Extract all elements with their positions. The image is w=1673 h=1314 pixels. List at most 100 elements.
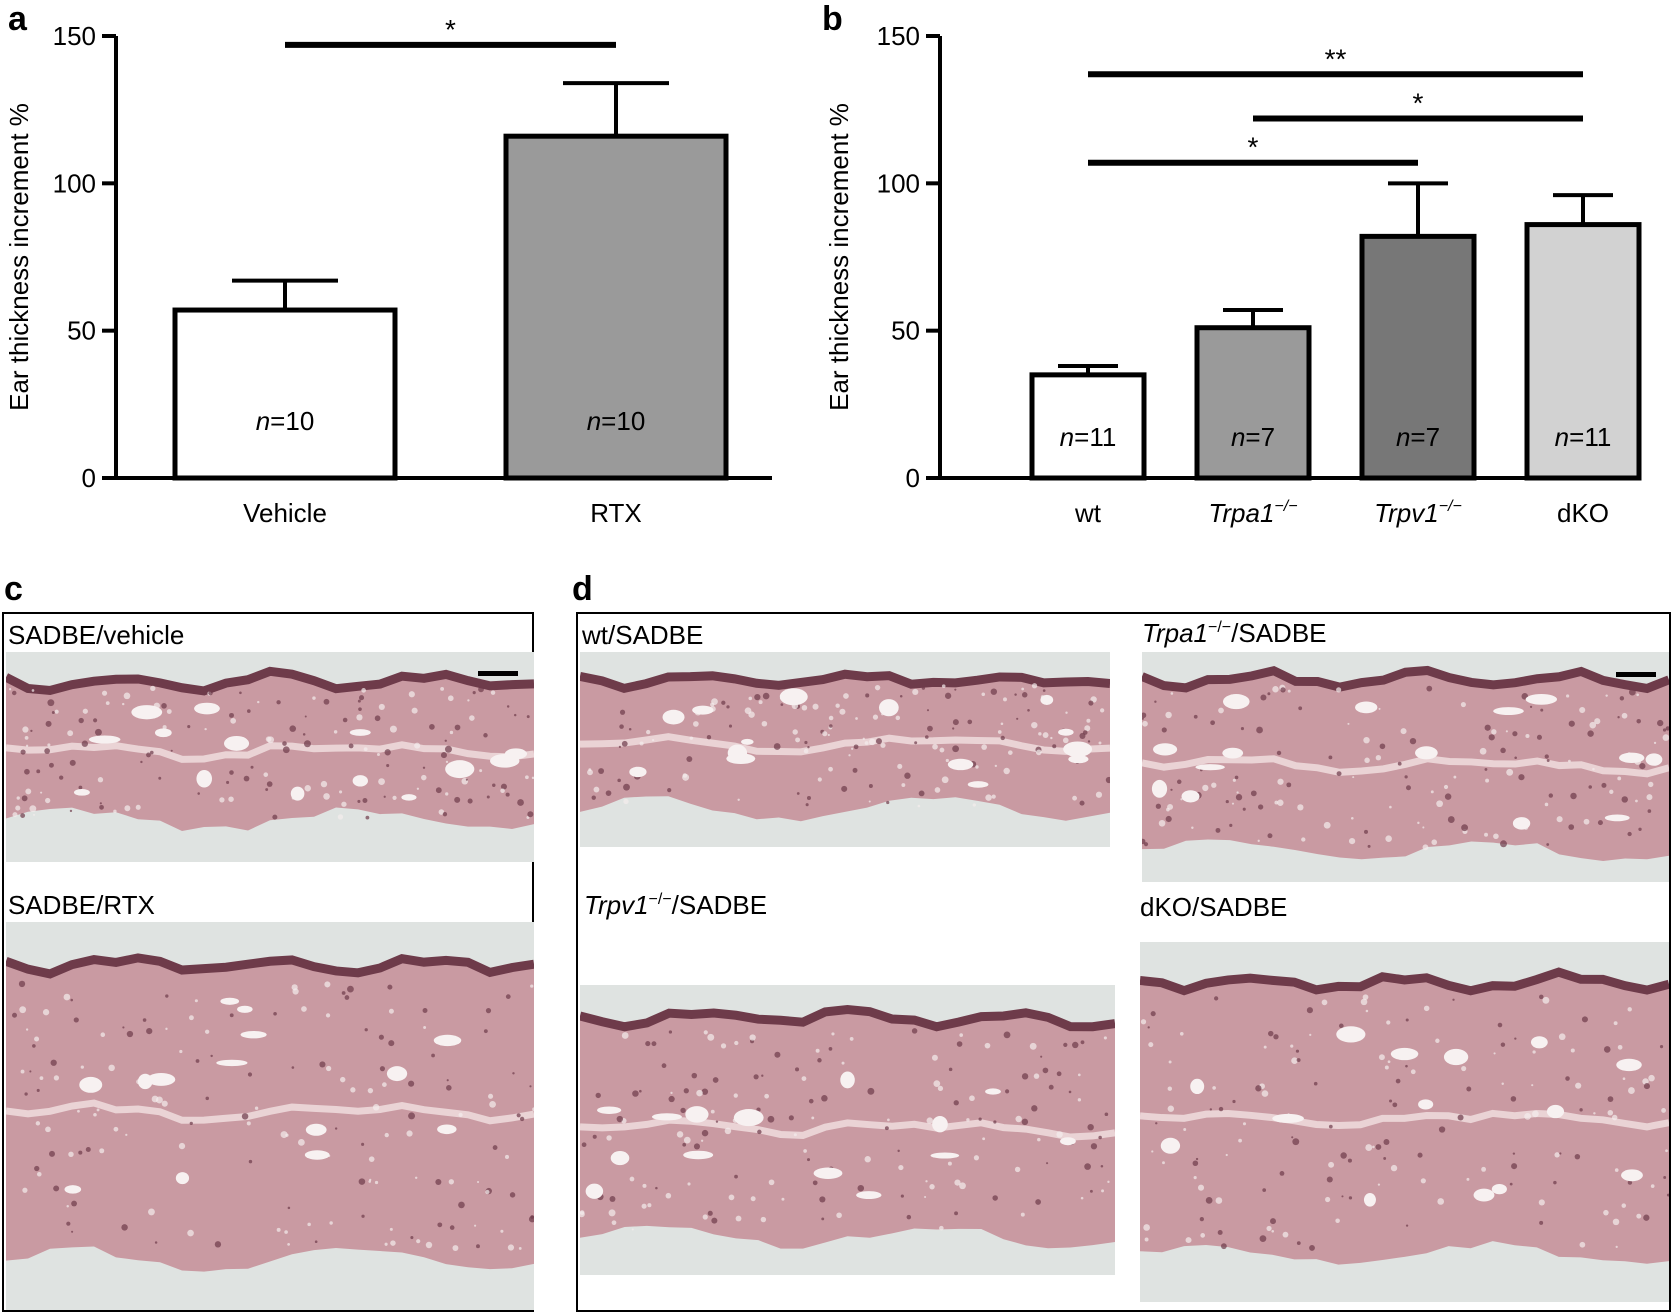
tissue-speckle [364,1028,368,1032]
epidermis-layer [580,1005,1115,1032]
tissue-speckle [342,717,348,723]
tissue-speckle [257,700,260,704]
significance-label: * [445,14,456,45]
tissue-speckle [1193,1176,1197,1180]
tissue-speckle [1296,1058,1301,1063]
tissue-vacuole [237,1005,253,1013]
tissue-speckle [374,715,381,722]
tissue-speckle [1296,1241,1301,1246]
tissue-speckle [358,707,362,711]
tissue-speckle [36,1171,42,1177]
tissue-speckle [1400,728,1407,735]
tissue-speckle [805,803,809,807]
tissue-speckle [66,1221,71,1226]
tissue-speckle [768,1179,775,1186]
tissue-speckle [20,813,26,818]
tissue-speckle [591,795,596,800]
tissue-speckle [887,1118,890,1122]
tissue-speckle [347,985,354,993]
tissue-speckle [966,1118,970,1122]
tissue-speckle [1143,842,1149,847]
tissue-speckle [1365,1009,1369,1013]
tissue-speckle [1461,824,1468,832]
tissue-speckle [642,1183,647,1188]
tissue-speckle [819,1196,826,1203]
tissue-speckle [815,1048,820,1053]
tissue-speckle [1323,821,1331,829]
tissue-speckle [621,1032,629,1039]
tissue-speckle [356,714,363,721]
epidermis-layer [580,669,1110,694]
tissue-speckle [1021,1118,1029,1126]
tissue-vacuole [741,738,754,745]
tissue-vacuole [1153,743,1178,756]
tissue-speckle [25,744,29,748]
tissue-speckle [676,1131,684,1138]
tissue-speckle [25,788,32,795]
tissue-speckle [611,1220,617,1226]
tissue-speckle [683,1136,691,1144]
tissue-speckle [478,686,484,693]
tissue-speckle [22,1187,28,1193]
tissue-speckle [99,1148,105,1154]
tissue-speckle [828,1047,833,1051]
tissue-vacuole [175,1172,190,1185]
label-trpv1-sadbe: Trpv1−/−/SADBE [584,892,767,919]
tissue-speckle [1511,1163,1518,1170]
tissue-speckle [606,1135,612,1141]
tissue-speckle [1607,1109,1614,1116]
tissue-speckle [1643,1214,1650,1221]
tissue-speckle [19,1006,27,1014]
tissue-speckle [829,724,833,728]
tissue-speckle [20,749,26,755]
tissue-speckle [34,1036,40,1042]
tissue-speckle [285,1133,289,1137]
tissue-speckle [368,1180,372,1183]
tissue-speckle [828,766,833,772]
tissue-speckle [18,980,26,988]
tissue-speckle [63,993,71,1001]
tissue-speckle [1422,826,1425,829]
tissue-vacuole [585,1183,604,1199]
tissue-speckle [36,769,41,774]
tissue-speckle [1279,1171,1285,1176]
trpa1-gene: Trpa1 [1142,618,1208,648]
tissue-speckle [1328,1124,1333,1129]
tissue-speckle [843,693,849,699]
tissue-speckle [1258,804,1264,810]
tissue-speckle [16,796,20,800]
tissue-speckle [24,736,29,740]
tissue-speckle [1271,1229,1275,1233]
tissue-speckle [875,738,882,745]
tissue-texture [1142,652,1669,882]
tissue-speckle [1000,735,1005,741]
epidermis-layer [6,953,534,979]
tissue-speckle [1035,1199,1042,1205]
tissue-speckle [1341,1195,1344,1198]
tissue-speckle [1525,733,1530,739]
tissue-speckle [1003,697,1007,702]
tissue-speckle [631,1228,634,1231]
scale-bar-d [1616,672,1656,677]
tissue-speckle [1544,754,1549,759]
tissue-speckle [1360,998,1368,1006]
tissue-speckle [505,1154,510,1159]
tissue-speckle [821,1095,828,1102]
tissue-speckle [47,743,51,747]
tissue-speckle [423,1026,427,1029]
trpa1-suffix: /SADBE [1231,618,1327,648]
tissue-speckle [362,798,368,804]
tissue-speckle [1636,718,1641,724]
tissue-speckle [165,994,169,998]
trpa1-genotype-sup: −/− [1208,619,1232,636]
tissue-speckle [817,777,822,782]
tissue-speckle [512,1072,515,1075]
tissue-vacuole [878,699,899,717]
tissue-speckle [25,1028,29,1031]
tissue-speckle [1387,1060,1391,1064]
tissue-speckle [492,783,496,787]
tissue-speckle [924,735,929,739]
tissue-speckle [623,798,629,805]
tissue-speckle [1003,767,1010,775]
tissue-speckle [1405,1018,1409,1022]
